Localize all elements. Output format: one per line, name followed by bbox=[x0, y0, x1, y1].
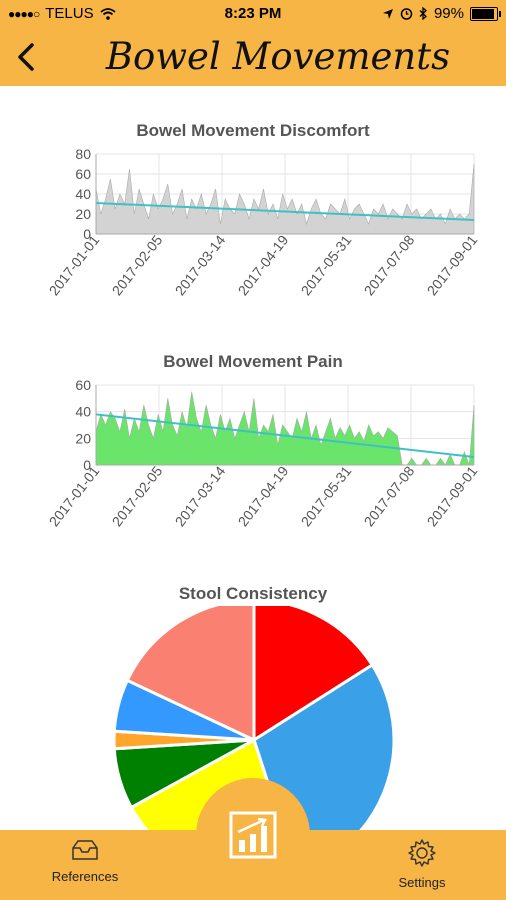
wifi-icon bbox=[100, 7, 116, 20]
status-left: ●●●●○ TELUS bbox=[8, 5, 116, 22]
charts-content: Bowel Movement Discomfort 0 20 40 60 80 2017-… bbox=[0, 86, 506, 830]
discomfort-x-tick-label: 2017-09-01 bbox=[424, 232, 481, 298]
pain-y-tick-label: 60 bbox=[75, 377, 91, 393]
discomfort-x-tick-label: 2017-03-14 bbox=[172, 232, 229, 298]
alarm-icon bbox=[400, 8, 413, 20]
pie-slice-1 bbox=[252, 662, 396, 830]
pie-slice-6 bbox=[125, 606, 256, 743]
carrier-label: TELUS bbox=[45, 5, 94, 22]
discomfort-y-tick-label: 40 bbox=[75, 186, 91, 202]
tab-references[interactable]: References bbox=[30, 838, 140, 884]
back-button[interactable] bbox=[8, 34, 44, 80]
pain-x-tick-label: 2017-02-05 bbox=[109, 463, 166, 529]
discomfort-x-tick-label: 2017-01-01 bbox=[46, 232, 103, 298]
pie-slice-0 bbox=[252, 606, 375, 743]
consistency-pie-chart bbox=[112, 606, 396, 830]
pain-x-tick-label: 2017-03-14 bbox=[172, 463, 229, 529]
tab-settings[interactable]: Settings bbox=[367, 838, 477, 890]
battery-fill bbox=[472, 8, 494, 19]
discomfort-y-tick-label: 60 bbox=[75, 166, 91, 182]
location-icon bbox=[382, 8, 393, 19]
gear-icon bbox=[408, 839, 436, 867]
signal-icon: ●●●●○ bbox=[8, 6, 40, 21]
pain-x-tick-label: 2017-09-01 bbox=[424, 463, 481, 529]
pain-x-tick-label: 2017-01-01 bbox=[46, 463, 103, 529]
pain-y-tick-label: 40 bbox=[75, 404, 91, 420]
pain-y-tick-label: 0 bbox=[83, 457, 91, 473]
discomfort-chart-title: Bowel Movement Discomfort bbox=[136, 121, 370, 140]
status-bar: ●●●●○ TELUS 8:23 PM 99% bbox=[0, 0, 506, 28]
page-title: Bowel Movements bbox=[105, 35, 451, 78]
pain-x-tick-label: 2017-04-19 bbox=[235, 463, 292, 529]
status-right: 99% bbox=[382, 5, 501, 22]
discomfort-y-tick-label: 20 bbox=[75, 206, 91, 222]
chevron-left-icon bbox=[18, 43, 34, 71]
discomfort-x-tick-label: 2017-04-19 bbox=[235, 232, 292, 298]
pain-x-tick-label: 2017-05-31 bbox=[298, 463, 355, 529]
pain-y-tick-label: 20 bbox=[75, 430, 91, 446]
tray-icon bbox=[72, 840, 98, 860]
discomfort-x-tick-label: 2017-07-08 bbox=[361, 232, 418, 298]
pain-x-tick-label: 2017-07-08 bbox=[361, 463, 418, 529]
discomfort-trend-line bbox=[95, 202, 475, 221]
center-chart-tab[interactable] bbox=[196, 778, 310, 892]
discomfort-y-tick-label: 80 bbox=[75, 146, 91, 162]
pain-chart-title: Bowel Movement Pain bbox=[163, 352, 343, 371]
discomfort-x-tick-label: 2017-02-05 bbox=[109, 232, 166, 298]
pain-trend-line bbox=[95, 413, 475, 458]
status-time: 8:23 PM bbox=[224, 5, 282, 22]
nav-bar: Bowel Movements bbox=[0, 28, 506, 86]
discomfort-y-tick-label: 0 bbox=[83, 226, 91, 242]
consistency-chart-title: Stool Consistency bbox=[178, 584, 328, 603]
battery-icon bbox=[470, 6, 501, 21]
bluetooth-icon bbox=[419, 7, 427, 20]
discomfort-x-tick-label: 2017-05-31 bbox=[298, 232, 355, 298]
battery-label: 99% bbox=[433, 5, 464, 22]
tab-settings-label: Settings bbox=[398, 875, 446, 890]
chart-icon bbox=[229, 811, 277, 859]
tab-references-label: References bbox=[51, 869, 119, 884]
